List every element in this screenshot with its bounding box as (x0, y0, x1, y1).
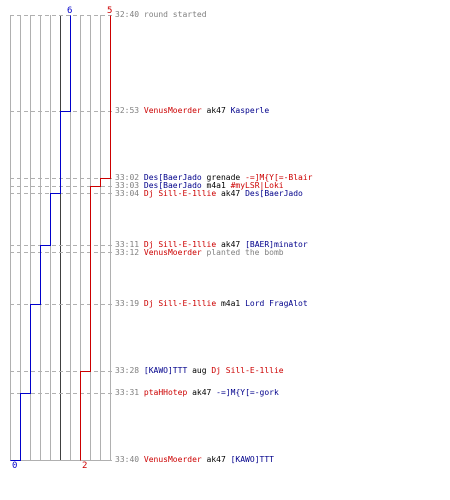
red-team-start-count: 5 (107, 6, 112, 16)
player-name: Kasperle (230, 106, 270, 115)
event-action: aug (187, 366, 212, 375)
event-action: m4a1 (216, 299, 246, 308)
event-entry: 32:40 round started (115, 10, 207, 20)
player-name: Des[BaerJado (245, 189, 303, 198)
player-name: Dj Sill-E-1llie (143, 189, 217, 198)
event-time: 33:28 (115, 366, 144, 375)
event-time: 33:04 (115, 189, 144, 198)
player-name: VenusMoerder (143, 455, 202, 464)
player-name: ptaHHotep (143, 388, 188, 397)
event-action: planted the bomb (201, 248, 284, 257)
blue-team-end-count: 0 (12, 461, 17, 471)
player-name: #myLSR|Loki (230, 181, 284, 190)
player-name: Lord FragAlot (245, 299, 308, 308)
event-time: 33:19 (115, 299, 144, 308)
event-time: 32:40 (115, 10, 144, 19)
event-action: round started (143, 10, 207, 19)
player-name: Dj Sill-E-1llie (143, 240, 217, 249)
player-name: [BAER]minator (245, 240, 308, 249)
alive-count-labels: 6 0 5 2 (12, 6, 112, 471)
player-name: -=]M{Y[=-gork (216, 388, 279, 397)
red-team-alive-line (80, 15, 111, 461)
event-time: 33:11 (115, 240, 144, 249)
event-entry: 33:19 Dj Sill-E-1llie m4a1 Lord FragAlot (115, 299, 308, 309)
event-entry: 32:53 VenusMoerder ak47 Kasperle (115, 106, 269, 116)
player-name: Des[BaerJado (143, 173, 202, 182)
player-name: Des[BaerJado (143, 181, 202, 190)
alive-count-lines (10, 15, 111, 461)
event-entry: 33:04 Dj Sill-E-1llie ak47 Des[BaerJado (115, 189, 303, 199)
event-entry: 33:12 VenusMoerder planted the bomb (115, 248, 284, 258)
event-entry: 33:40 VenusMoerder ak47 [KAWO]TTT (115, 455, 274, 465)
event-time: 33:31 (115, 388, 144, 397)
event-time: 33:40 (115, 455, 144, 464)
event-action: ak47 (201, 455, 231, 464)
event-entry: 33:02 Des[BaerJado grenade -=]M{Y[=-Blai… (115, 173, 313, 183)
player-name: -=]M{Y[=-Blair (245, 173, 313, 182)
event-action: m4a1 (201, 181, 231, 190)
event-action: grenade (201, 173, 246, 182)
event-time: 33:03 (115, 181, 144, 190)
player-name: [KAWO]TTT (230, 455, 274, 464)
event-action: ak47 (187, 388, 217, 397)
event-entry: 33:28 [KAWO]TTT aug Dj Sill-E-1llie (115, 366, 284, 376)
event-time: 32:53 (115, 106, 144, 115)
player-name: VenusMoerder (143, 248, 202, 257)
player-name: VenusMoerder (143, 106, 202, 115)
event-time: 33:12 (115, 248, 144, 257)
player-name: [KAWO]TTT (143, 366, 188, 375)
event-action: ak47 (201, 106, 231, 115)
event-action: ak47 (216, 189, 246, 198)
event-action: ak47 (216, 240, 246, 249)
event-entry: 33:03 Des[BaerJado m4a1 #myLSR|Loki (115, 181, 284, 191)
event-entry: 33:31 ptaHHotep ak47 -=]M{Y[=-gork (115, 388, 279, 398)
red-team-end-count: 2 (82, 461, 87, 471)
event-entry: 33:11 Dj Sill-E-1llie ak47 [BAER]minator (115, 240, 308, 250)
blue-team-alive-line (10, 15, 71, 461)
player-name: Dj Sill-E-1llie (211, 366, 284, 375)
blue-team-start-count: 6 (67, 6, 72, 16)
player-name: Dj Sill-E-1llie (143, 299, 217, 308)
event-time: 33:02 (115, 173, 144, 182)
